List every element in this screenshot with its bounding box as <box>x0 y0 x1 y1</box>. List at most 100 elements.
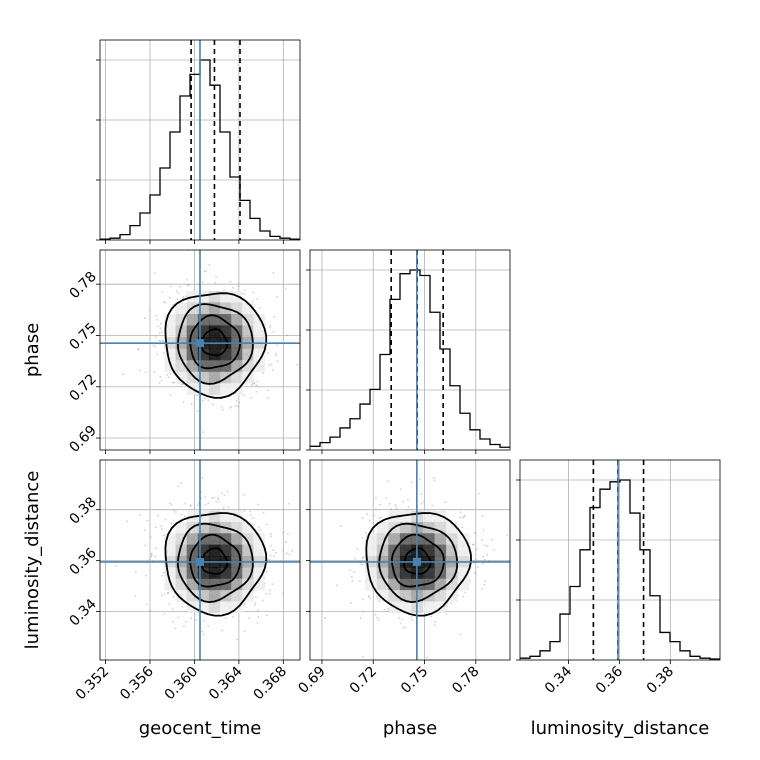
sample-point <box>154 526 157 529</box>
sample-point <box>285 552 288 555</box>
sample-point <box>144 371 147 374</box>
sample-point <box>163 593 166 595</box>
sample-point <box>227 506 230 509</box>
sample-point <box>188 284 191 287</box>
density-cell <box>434 590 447 602</box>
sample-point <box>272 369 274 371</box>
sample-point <box>162 340 165 343</box>
sample-point <box>444 501 447 504</box>
sample-point <box>224 617 227 620</box>
sample-point <box>464 591 466 594</box>
sample-point <box>362 610 365 613</box>
sample-point <box>175 290 178 293</box>
density-cell <box>197 325 210 338</box>
histogram-step <box>520 479 720 660</box>
panel-frame <box>99 39 301 241</box>
sample-point <box>269 532 272 535</box>
sample-point <box>359 617 362 619</box>
density-cell <box>197 522 210 534</box>
sample-point <box>379 504 381 506</box>
density-cell <box>242 302 254 315</box>
sample-point <box>482 555 484 558</box>
sample-point <box>242 493 245 496</box>
sample-point <box>167 376 170 379</box>
sample-point <box>204 503 207 506</box>
sample-point <box>395 507 398 510</box>
sample-point <box>275 352 278 355</box>
sample-point <box>170 522 173 525</box>
joint-panel-geocent_time-phase <box>99 249 301 451</box>
density-cell <box>197 567 210 579</box>
sample-point <box>243 630 246 632</box>
sample-point <box>410 616 413 618</box>
sample-point <box>201 399 204 402</box>
sample-point <box>243 602 246 605</box>
sample-point <box>214 281 217 284</box>
sample-point <box>183 625 185 627</box>
sample-point <box>156 353 159 356</box>
density-cell <box>365 578 378 591</box>
sample-point <box>367 596 370 598</box>
density-cell <box>253 578 265 591</box>
sample-point <box>161 528 163 530</box>
sample-point <box>197 410 199 412</box>
sample-point <box>243 604 246 607</box>
density-cell <box>175 325 188 338</box>
sample-point <box>361 516 364 519</box>
sample-point <box>201 630 203 633</box>
sample-point <box>148 558 151 561</box>
sample-point <box>139 514 142 516</box>
sample-point <box>184 502 187 505</box>
sample-point <box>171 381 174 384</box>
density-cell <box>164 533 176 545</box>
sample-point <box>359 563 362 565</box>
density-cell <box>434 522 447 534</box>
sample-point <box>171 620 174 623</box>
sample-point <box>484 580 487 583</box>
sample-point <box>269 589 271 592</box>
sample-point <box>204 496 207 499</box>
density-cell <box>446 522 458 534</box>
sample-point <box>462 595 465 598</box>
sample-point <box>226 490 229 493</box>
sample-point <box>221 629 224 632</box>
sample-point <box>324 617 326 619</box>
sample-point <box>486 545 489 547</box>
sample-point <box>459 633 462 636</box>
density-cell <box>399 590 412 602</box>
density-cell <box>208 360 221 372</box>
sample-point <box>262 372 264 374</box>
sample-point <box>366 513 368 516</box>
sample-point <box>255 596 257 599</box>
density-cell <box>175 578 188 591</box>
density-cell <box>399 510 412 523</box>
density-cell <box>208 290 221 303</box>
sample-point <box>407 506 410 508</box>
sample-point <box>390 508 393 510</box>
sample-point <box>410 481 413 484</box>
sample-point <box>170 504 173 507</box>
density-cell <box>220 567 232 579</box>
sample-point <box>201 476 204 479</box>
sample-point <box>180 482 183 485</box>
sample-point <box>461 526 464 529</box>
x-tick-label: 0.72 <box>347 664 380 697</box>
y-axis-label: luminosity_distance <box>22 471 43 650</box>
sample-point <box>176 298 179 301</box>
sample-point <box>205 270 208 273</box>
density-cell <box>208 590 221 602</box>
sample-point <box>162 534 165 536</box>
sample-point <box>155 314 158 317</box>
sample-point <box>368 519 371 522</box>
sample-point <box>185 295 188 298</box>
density-cell <box>197 371 210 384</box>
sample-point <box>146 519 149 522</box>
sample-point <box>180 513 183 516</box>
sample-point <box>373 514 375 517</box>
sample-point <box>181 383 184 386</box>
density-cell <box>164 325 176 338</box>
sample-point <box>288 553 291 556</box>
sample-point <box>253 604 256 607</box>
sample-point <box>272 549 275 552</box>
sample-point <box>175 511 177 513</box>
